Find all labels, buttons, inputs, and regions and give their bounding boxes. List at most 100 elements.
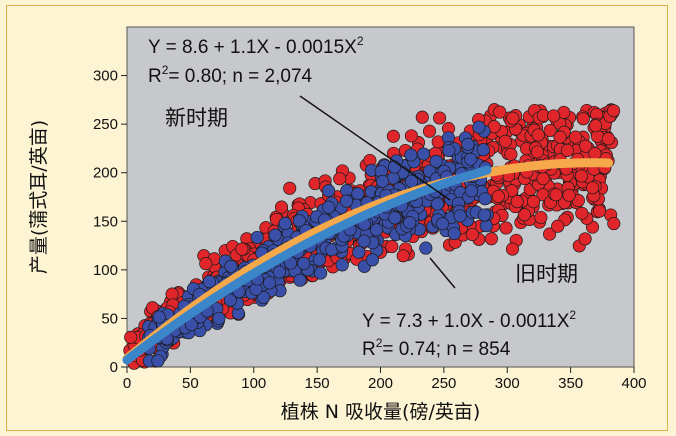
point-new-era (530, 145, 544, 159)
point-old-era (293, 273, 307, 287)
x-tick-label: 250 (431, 375, 456, 392)
equation-old-line2: R2= 0.74; n = 854 (362, 336, 511, 360)
equation-old-line1-text: Y = 7.3 + 1.0X - 0.0011X (362, 311, 570, 332)
point-new-era (607, 217, 621, 231)
point-new-era (547, 109, 561, 123)
point-old-era (272, 265, 286, 279)
x-tick-label: 350 (558, 375, 583, 392)
equation-old-r-sup: 2 (376, 336, 383, 350)
point-old-era (151, 354, 165, 368)
axes (121, 75, 635, 373)
point-new-era (510, 195, 524, 209)
series-label-old-era: 旧时期 (515, 262, 578, 286)
point-old-era (351, 187, 365, 201)
point-new-era (199, 257, 213, 271)
connector-old-era (429, 257, 456, 289)
point-old-era (322, 184, 336, 198)
x-tick-label: 50 (182, 375, 199, 392)
point-old-era (431, 197, 445, 211)
point-new-era (415, 110, 429, 124)
point-old-era (387, 160, 402, 174)
point-old-era (278, 216, 292, 230)
point-old-era (339, 194, 354, 208)
point-new-era (560, 143, 574, 158)
point-new-era (499, 221, 513, 235)
point-old-era (472, 120, 486, 134)
x-tick-label: 300 (495, 375, 520, 392)
equation-new-r-sup: 2 (162, 63, 169, 77)
point-new-era (607, 104, 621, 118)
y-tick-label: 0 (110, 359, 118, 376)
fit-curve-old-era (122, 165, 492, 365)
point-new-era (574, 169, 589, 183)
point-old-era (419, 241, 433, 255)
point-new-era (534, 210, 548, 225)
point-new-era (543, 227, 557, 241)
x-tick-label: 200 (368, 375, 393, 392)
y-tick-label: 100 (93, 262, 118, 279)
point-old-era (357, 234, 371, 248)
point-old-era (312, 253, 326, 267)
point-new-era (484, 232, 498, 246)
point-new-era (493, 105, 507, 119)
point-new-era (235, 242, 249, 256)
equation-new-line2-text: = 0.80; n = 2,074 (168, 66, 312, 87)
point-old-era (478, 192, 492, 206)
point-old-era (314, 266, 328, 280)
point-new-era (465, 227, 479, 242)
fit-curve-new-era (122, 158, 614, 364)
point-new-era (491, 189, 505, 203)
point-new-era (592, 204, 606, 218)
equation-new-line2: R2= 0.80; n = 2,074 (148, 63, 313, 87)
x-axis-title: 植株 N 吸收量(磅/英亩) (281, 401, 481, 423)
equation-new-line1-text: Y = 8.6 + 1.1X - 0.0015X (148, 37, 357, 58)
point-new-era (586, 181, 600, 195)
point-new-era (589, 119, 603, 133)
connector-new-era (299, 95, 451, 201)
point-new-era (531, 128, 545, 142)
point-old-era (268, 228, 282, 242)
point-old-era (435, 217, 450, 231)
point-old-era (335, 258, 349, 272)
tick-labels: 0 50 100 150 200 250 300 350 400 0 50 100 150 200 250 3… (93, 68, 647, 392)
equation-old-line1: Y = 7.3 + 1.0X - 0.0011X2 (362, 308, 576, 332)
point-old-era (464, 184, 478, 198)
point-old-era (292, 214, 306, 228)
y-tick-label: 250 (93, 116, 118, 133)
x-tick-label: 0 (123, 375, 131, 392)
point-new-era (568, 130, 583, 144)
point-old-era (417, 147, 431, 161)
point-new-era (575, 206, 589, 220)
series-label-new-era: 新时期 (165, 106, 228, 130)
point-old-era (365, 253, 379, 267)
point-old-era (375, 174, 390, 188)
point-old-era (453, 209, 467, 223)
point-new-era (386, 129, 400, 143)
equation-old-line1-sup: 2 (569, 308, 576, 322)
y-axis-title: 产量(蒲式耳/英亩) (28, 120, 50, 274)
point-old-era (322, 200, 336, 214)
point-new-era (385, 240, 399, 254)
point-new-era (124, 330, 138, 344)
point-new-era (274, 200, 289, 214)
y-tick-label: 300 (93, 68, 118, 85)
point-new-era (551, 219, 565, 233)
point-new-era (422, 124, 437, 138)
connector-lines (299, 95, 456, 289)
point-new-era (536, 172, 550, 186)
point-old-era (442, 143, 456, 158)
fit-curves (122, 158, 614, 365)
point-old-era (223, 293, 237, 307)
point-old-era (152, 310, 166, 324)
equation-new-line1: Y = 8.6 + 1.1X - 0.0015X2 (148, 34, 364, 58)
point-old-era (477, 208, 491, 222)
point-new-era (576, 112, 590, 126)
y-tick-label: 200 (93, 165, 118, 182)
point-new-era (588, 147, 602, 161)
equation-old-line2-text: = 0.74; n = 854 (382, 339, 510, 360)
point-new-era (283, 181, 297, 195)
point-old-era (464, 152, 478, 166)
point-new-era (543, 123, 557, 138)
point-new-era (562, 188, 576, 202)
